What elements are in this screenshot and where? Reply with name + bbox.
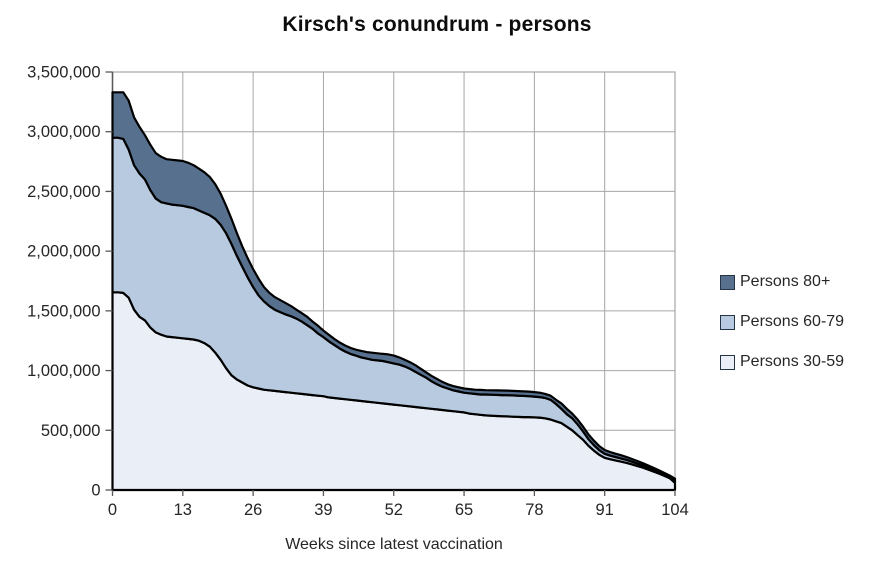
x-tick-label: 65 — [455, 501, 473, 519]
legend-item: Persons 30-59 — [720, 353, 844, 371]
legend-item: Persons 60-79 — [720, 313, 844, 331]
legend-swatch — [720, 274, 735, 290]
x-axis-title: Weeks since latest vaccination — [285, 536, 503, 553]
x-tick-label: 13 — [174, 501, 192, 519]
y-tick-label: 2,000,000 — [27, 243, 100, 261]
y-tick-label: 2,500,000 — [27, 183, 100, 201]
x-tick-label: 26 — [244, 501, 262, 519]
legend-label: Persons 30-59 — [740, 353, 845, 370]
x-tick-label: 104 — [661, 501, 689, 519]
legend-swatch — [720, 354, 735, 370]
legend: Persons 80+ Persons 60-79 Persons 30-59 — [720, 273, 844, 393]
legend-swatch — [720, 314, 735, 330]
y-tick-label: 1,500,000 — [27, 302, 100, 320]
y-tick-label: 3,000,000 — [27, 123, 100, 141]
y-tick-label: 0 — [91, 482, 100, 500]
x-tick-label: 91 — [596, 501, 614, 519]
x-tick-label: 39 — [314, 501, 332, 519]
y-tick-label: 3,500,000 — [27, 64, 100, 82]
y-tick-label: 1,000,000 — [27, 362, 100, 380]
legend-item: Persons 80+ — [720, 273, 844, 291]
x-tick-label: 78 — [525, 501, 543, 519]
legend-label: Persons 60-79 — [740, 313, 845, 330]
y-tick-label: 500,000 — [41, 422, 101, 440]
legend-label: Persons 80+ — [740, 273, 831, 290]
x-tick-label: 52 — [385, 501, 403, 519]
x-tick-label: 0 — [108, 501, 117, 519]
chart-title: Kirsch's conundrum - persons — [282, 13, 592, 36]
area-persons-80- — [111, 91, 677, 482]
